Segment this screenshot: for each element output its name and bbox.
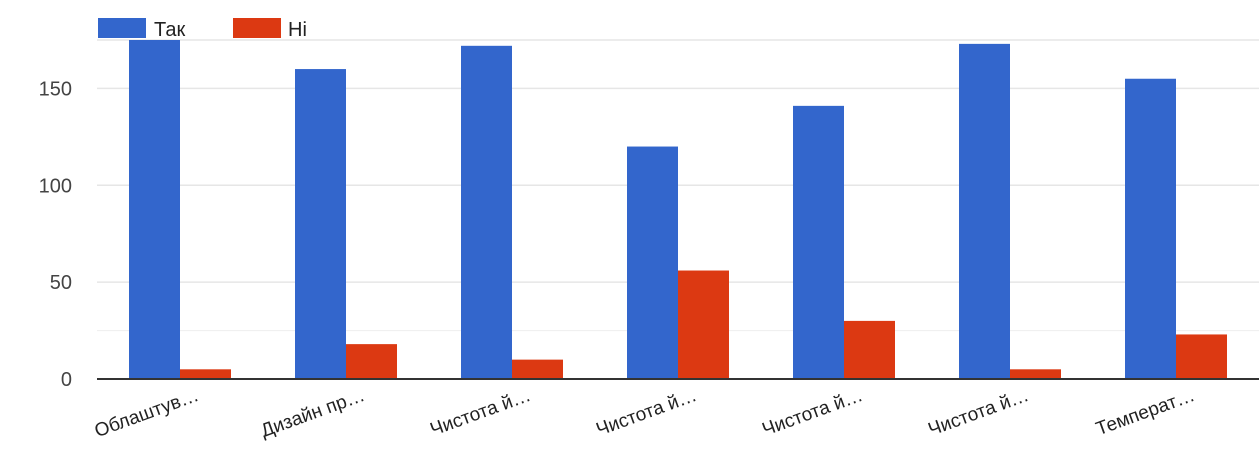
bar-tak-1 xyxy=(129,40,180,379)
x-tick-label-3: Чистота й… xyxy=(428,385,534,441)
y-tick-label-100: 100 xyxy=(39,175,72,197)
bars xyxy=(129,40,1227,380)
bar-ni-1 xyxy=(180,369,231,379)
y-tick-label-50: 50 xyxy=(50,272,72,294)
y-tick-labels: 0 50 100 150 xyxy=(39,78,72,391)
x-tick-label-2: Дизайн пр… xyxy=(258,385,368,442)
x-tick-label-5: Чистота й… xyxy=(760,385,866,441)
bar-ni-6 xyxy=(1010,369,1061,379)
bar-tak-3 xyxy=(461,45,512,380)
legend-label-tak: Так xyxy=(154,19,185,41)
x-tick-labels: Облаштув… Дизайн пр… Чистота й… Чистота й… Ч… xyxy=(92,385,1198,442)
legend-label-ni: Ні xyxy=(288,19,307,41)
bar-tak-2 xyxy=(295,69,346,379)
bar-tak-6 xyxy=(959,43,1010,380)
x-tick-label-4: Чистота й… xyxy=(594,385,700,441)
bar-ni-5 xyxy=(844,320,895,379)
y-tick-label-150: 150 xyxy=(39,78,72,100)
y-tick-label-0: 0 xyxy=(61,369,72,391)
bar-tak-4 xyxy=(627,146,678,379)
x-tick-label-1: Облаштув… xyxy=(92,385,202,442)
bar-tak-7 xyxy=(1125,78,1176,380)
legend: Так Ні xyxy=(98,18,307,41)
bar-ni-2 xyxy=(346,344,397,379)
x-tick-label-6: Чистота й… xyxy=(926,385,1032,441)
bar-ni-7 xyxy=(1176,334,1227,379)
x-tick-label-7: Температ… xyxy=(1093,385,1197,440)
bar-tak-5 xyxy=(793,105,844,380)
legend-swatch-ni xyxy=(233,18,281,38)
bar-ni-4 xyxy=(678,270,729,379)
legend-swatch-tak xyxy=(98,18,146,38)
bar-ni-3 xyxy=(512,359,563,379)
